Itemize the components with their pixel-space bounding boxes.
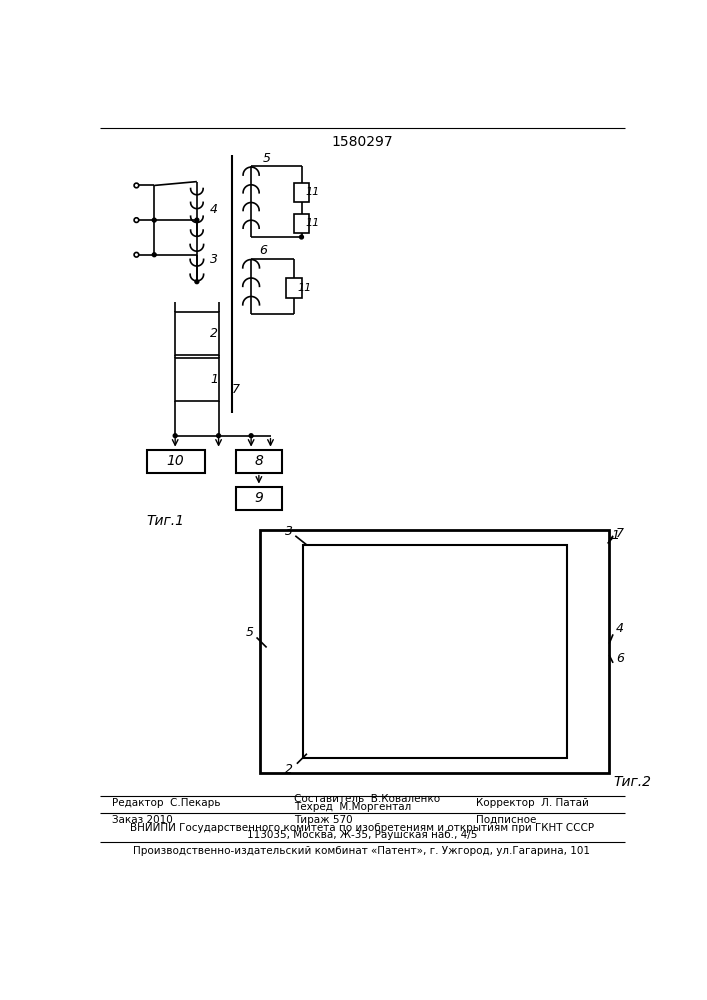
Text: Корректор  Л. Патай: Корректор Л. Патай (476, 798, 589, 808)
Text: 6: 6 (259, 244, 267, 257)
Text: 9: 9 (255, 491, 263, 505)
Text: 11: 11 (305, 218, 320, 228)
Text: 1: 1 (210, 373, 218, 386)
Circle shape (249, 434, 253, 438)
Text: 7: 7 (616, 527, 624, 540)
Text: 1580297: 1580297 (331, 135, 393, 149)
Text: 1: 1 (612, 529, 619, 542)
Text: Τиг.1: Τиг.1 (147, 514, 185, 528)
Bar (146, 450, 204, 473)
Text: ВНИИПИ Государственного комитета по изобретениям и открытиям при ГКНТ СССР: ВНИИПИ Государственного комитета по изоб… (130, 823, 594, 833)
Bar (305, 572, 330, 754)
Bar (264, 533, 293, 769)
Circle shape (300, 235, 303, 239)
Bar (293, 183, 309, 202)
Bar (175, 358, 218, 401)
Text: 8: 8 (255, 454, 263, 468)
Text: 3: 3 (285, 525, 293, 538)
Bar (577, 533, 606, 769)
Bar (286, 278, 301, 298)
Bar (235, 487, 282, 510)
Bar (235, 450, 282, 473)
Bar (293, 214, 309, 233)
Text: 11: 11 (305, 187, 320, 197)
Text: Подписное: Подписное (476, 815, 536, 825)
Text: 4: 4 (616, 622, 624, 635)
Text: Тираж 570: Тираж 570 (293, 815, 352, 825)
Circle shape (195, 218, 199, 222)
Text: 10: 10 (166, 454, 184, 468)
Text: 3: 3 (210, 253, 218, 266)
Text: Τиг.2: Τиг.2 (613, 775, 651, 789)
Text: 5: 5 (245, 626, 254, 639)
Text: 5: 5 (262, 152, 271, 165)
Text: 11: 11 (298, 283, 312, 293)
Bar (539, 572, 564, 754)
Text: 7: 7 (232, 383, 240, 396)
Text: Заказ 2010: Заказ 2010 (112, 815, 173, 825)
Bar (303, 545, 566, 758)
Circle shape (152, 253, 156, 257)
Text: 6: 6 (616, 652, 624, 666)
Bar (267, 533, 603, 555)
Circle shape (173, 434, 177, 438)
Text: 2: 2 (210, 327, 218, 340)
Circle shape (216, 434, 221, 438)
Text: Производственно-издательский комбинат «Патент», г. Ужгород, ул.Гагарина, 101: Производственно-издательский комбинат «П… (134, 846, 590, 856)
Text: 113035, Москва, Ж-35, Раушская наб., 4/5: 113035, Москва, Ж-35, Раушская наб., 4/5 (247, 830, 477, 840)
Text: Редактор  С.Пекарь: Редактор С.Пекарь (112, 798, 220, 808)
Bar (175, 312, 218, 355)
Text: Техред  М.Моргентал: Техред М.Моргентал (293, 802, 411, 812)
Text: 4: 4 (210, 203, 218, 216)
Circle shape (152, 218, 156, 222)
Bar (260, 530, 609, 773)
Text: Составитель  В.Коваленко: Составитель В.Коваленко (293, 794, 440, 804)
Circle shape (195, 280, 199, 284)
Bar (309, 549, 561, 566)
Text: 2: 2 (285, 763, 293, 776)
